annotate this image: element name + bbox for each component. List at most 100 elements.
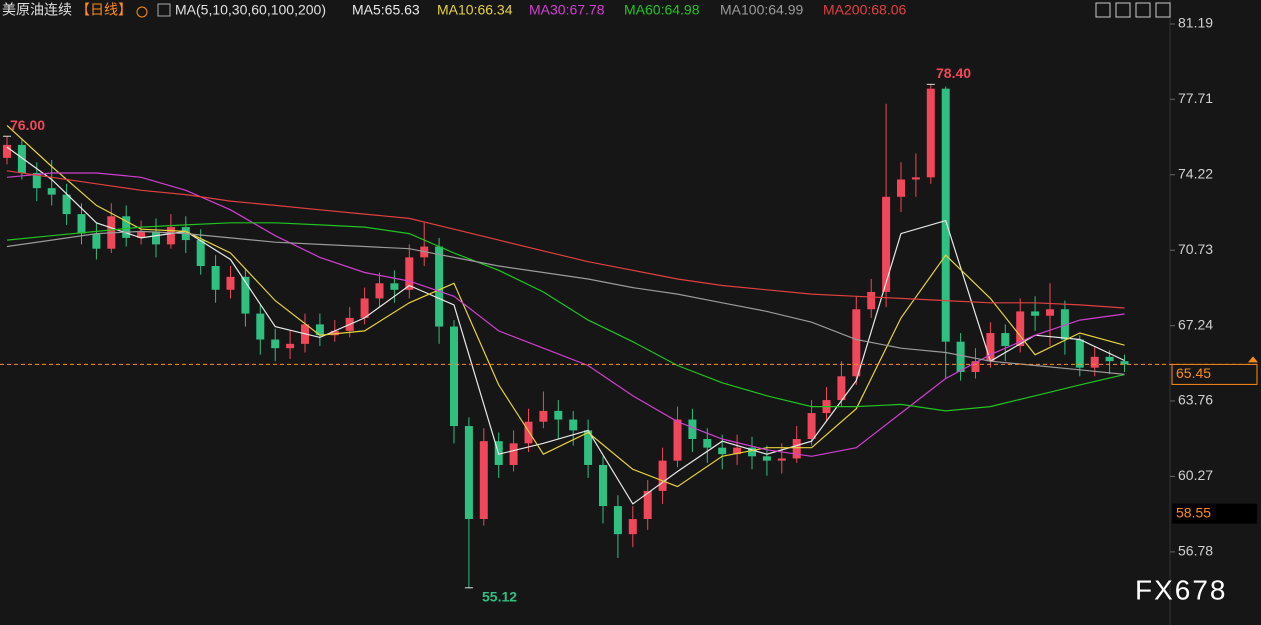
y-tick-label: 63.76: [1178, 392, 1213, 408]
annotation: 76.00: [10, 117, 45, 133]
candle-body: [762, 456, 771, 461]
candle-body: [166, 227, 175, 245]
tool-icon[interactable]: [1115, 2, 1131, 18]
ma-line: [6, 230, 1125, 375]
candle-body: [464, 426, 473, 520]
ma-line: [6, 124, 1125, 488]
tool-icon[interactable]: [1095, 2, 1111, 18]
period: 【日线】: [76, 2, 132, 18]
y-tick-label: 70.73: [1178, 241, 1213, 257]
candle-body: [852, 309, 861, 377]
chart-title: 美原油连续: [2, 2, 72, 18]
y-tick-label: 56.78: [1178, 543, 1213, 559]
last-price-box: [1171, 363, 1258, 385]
candle-body: [658, 460, 667, 491]
candle-body: [748, 447, 756, 457]
candle-body: [718, 447, 727, 455]
candle-body: [524, 421, 533, 444]
legend-entry: MA200:68.06: [823, 2, 906, 18]
candle-body: [47, 188, 56, 195]
candle-body: [196, 240, 205, 267]
candle-body: [1105, 356, 1114, 362]
candle-body: [62, 194, 71, 215]
candle-body: [375, 283, 384, 299]
last-price-label: 65.45: [1176, 365, 1211, 381]
add-icon[interactable]: [136, 6, 148, 18]
y-tick-label: 60.27: [1178, 467, 1213, 483]
candle-body: [1046, 309, 1054, 316]
candle-body: [32, 173, 41, 189]
candle-body: [479, 441, 488, 520]
candle-body: [882, 196, 891, 292]
y-tick-label: 81.19: [1178, 15, 1213, 31]
candle-body: [867, 291, 876, 310]
annotation: 78.40: [936, 65, 971, 81]
candle-body: [733, 447, 742, 455]
candle-body: [911, 177, 920, 180]
candle-body: [152, 231, 160, 245]
candle-body: [599, 464, 607, 507]
candle-body: [688, 419, 697, 440]
legend-entry: MA30:67.78: [529, 2, 605, 18]
candle-body: [792, 439, 801, 459]
toolbar: [1095, 2, 1171, 18]
watermark: FX678: [1135, 574, 1228, 605]
candle-body: [241, 276, 250, 314]
candle-body: [673, 419, 682, 461]
legend-entry: MA60:64.98: [624, 2, 700, 18]
candle-body: [226, 276, 235, 290]
candle-body: [271, 339, 280, 349]
candle-body: [509, 443, 518, 465]
candle-body: [569, 419, 578, 431]
tool-icon[interactable]: [1135, 2, 1151, 18]
candle-body: [330, 330, 339, 336]
candle-body: [390, 283, 399, 290]
ma-icon[interactable]: [157, 3, 171, 17]
legend-entry: MA5:65.63: [352, 2, 420, 18]
candle-body: [897, 179, 905, 197]
candle-body: [315, 324, 324, 336]
ma-label: MA(5,10,30,60,100,200): [175, 2, 326, 18]
candle-body: [256, 313, 265, 340]
candle-body: [137, 231, 146, 238]
last-price-arrow: [1248, 356, 1258, 363]
y-tick-label: 74.22: [1178, 165, 1213, 181]
candle-body: [941, 88, 950, 342]
candle-body: [926, 88, 935, 178]
candle-body: [92, 233, 101, 249]
candle-body: [539, 410, 548, 422]
annotation: 55.12: [482, 589, 517, 605]
tool-icon[interactable]: [1155, 2, 1171, 18]
legend-entry: MA100:64.99: [720, 2, 803, 18]
candle-body: [986, 333, 995, 362]
candle-body: [554, 410, 563, 420]
candle-body: [628, 519, 637, 535]
candle-body: [77, 214, 86, 234]
candle-body: [971, 361, 980, 372]
ma-line: [6, 146, 1125, 505]
y-tick-label: 77.71: [1178, 90, 1213, 106]
candle-body: [613, 506, 622, 535]
candle-body: [211, 266, 220, 290]
candle-body: [1031, 311, 1040, 316]
candle-body: [17, 144, 26, 174]
cursor-price-label: 58.55: [1176, 504, 1211, 520]
ma-line: [6, 222, 1125, 412]
candle-body: [584, 430, 593, 465]
candle-body: [807, 413, 816, 440]
legend-entry: MA10:66.34: [437, 2, 513, 18]
candle-body: [1060, 309, 1069, 340]
candle-body: [1090, 356, 1099, 368]
candle-body: [286, 343, 295, 349]
candle-body: [837, 376, 846, 401]
ma-line: [6, 170, 1125, 309]
ma-line: [6, 172, 1125, 457]
candle-body: [405, 257, 414, 290]
candle-body: [1016, 311, 1025, 347]
candle-body: [122, 216, 131, 238]
candle-body: [703, 439, 712, 448]
candle-body: [643, 490, 652, 520]
y-tick-label: 67.24: [1178, 316, 1213, 332]
